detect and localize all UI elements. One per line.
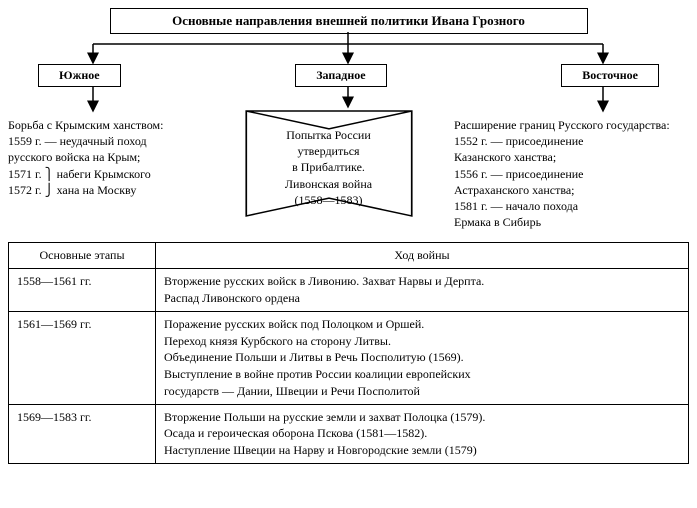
- detail-west-text: Попытка России утвердиться в Прибалтике.…: [285, 128, 372, 207]
- direction-west: Западное: [295, 64, 386, 87]
- direction-row: Южное Западное Восточное: [8, 64, 689, 87]
- detail-east: Расширение границ Русского государства: …: [454, 117, 689, 230]
- diagram-title: Основные направления внешней политики Ив…: [110, 8, 588, 34]
- course-cell: Вторжение русских войск в Ливонию. Захва…: [156, 269, 689, 312]
- table-row: 1558—1561 гг. Вторжение русских войск в …: [9, 269, 689, 312]
- detail-south: Борьба с Крымским ханством: 1559 г. — не…: [8, 117, 203, 198]
- table-row: 1569—1583 гг. Вторжение Польши на русски…: [9, 404, 689, 463]
- table-header-course: Ход войны: [156, 243, 689, 269]
- detail-row: Борьба с Крымским ханством: 1559 г. — не…: [8, 117, 689, 230]
- period-cell: 1569—1583 гг.: [9, 404, 156, 463]
- war-stages-table: Основные этапы Ход войны 1558—1561 гг. В…: [8, 242, 689, 464]
- period-cell: 1561—1569 гг.: [9, 311, 156, 404]
- course-cell: Вторжение Польши на русские земли и захв…: [156, 404, 689, 463]
- direction-south: Южное: [38, 64, 121, 87]
- table-header-stages: Основные этапы: [9, 243, 156, 269]
- direction-east: Восточное: [561, 64, 659, 87]
- period-cell: 1558—1561 гг.: [9, 269, 156, 312]
- detail-west: Попытка России утвердиться в Прибалтике.…: [244, 109, 414, 218]
- table-row: 1561—1569 гг. Поражение русских войск по…: [9, 311, 689, 404]
- course-cell: Поражение русских войск под Полоцком и О…: [156, 311, 689, 404]
